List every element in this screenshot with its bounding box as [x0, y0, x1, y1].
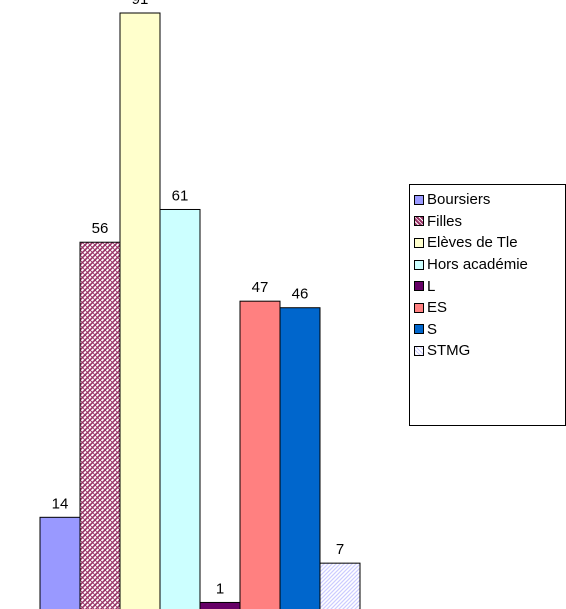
legend-label: Hors académie — [427, 256, 528, 274]
data-label: 47 — [252, 279, 269, 296]
legend-item: Elèves de Tle — [414, 232, 565, 254]
legend-label: L — [427, 277, 436, 295]
legend-swatch — [414, 237, 424, 248]
bar-hors-acad-mie — [159, 208, 201, 609]
data-label: 56 — [92, 220, 109, 237]
legend-label: STMG — [427, 342, 471, 360]
legend-item: ES — [414, 297, 565, 319]
data-label: 14 — [52, 495, 69, 512]
legend-item: Filles — [414, 211, 565, 233]
legend-item: Boursiers — [414, 189, 565, 211]
legend: Boursiers Filles Elèves de Tle Hors académi… — [409, 184, 566, 426]
bars-layer — [39, 12, 361, 609]
legend-item: S — [414, 319, 565, 341]
legend-label: Elèves de Tle — [427, 234, 518, 252]
legend-label: Boursiers — [427, 191, 491, 209]
legend-item: Hors académie — [414, 254, 565, 276]
bar-s — [279, 307, 321, 609]
legend-label: Filles — [427, 212, 463, 230]
legend-swatch — [414, 324, 424, 335]
data-labels-layer: 14 56 91 61 1 47 46 7 — [52, 0, 345, 597]
legend-item: STMG — [414, 340, 565, 362]
legend-swatch — [414, 345, 424, 356]
bar-el-ves-de-tle — [119, 12, 161, 609]
legend-label: S — [427, 320, 438, 338]
bar-stmg — [319, 562, 361, 609]
bar-l — [199, 601, 241, 609]
legend-item: L — [414, 275, 565, 297]
legend-label: ES — [427, 299, 448, 317]
legend-swatch — [414, 259, 424, 270]
legend-swatch — [414, 216, 424, 227]
bar-filles — [79, 241, 121, 609]
data-label: 1 — [216, 580, 224, 597]
bar-boursiers — [39, 516, 81, 609]
data-label: 91 — [132, 0, 149, 8]
data-label: 61 — [172, 187, 189, 204]
legend-swatch — [414, 302, 424, 313]
legend-swatch — [414, 194, 424, 205]
data-label: 46 — [292, 286, 309, 303]
legend-swatch — [414, 281, 424, 292]
data-label: 7 — [336, 541, 344, 558]
bar-es — [239, 300, 281, 609]
